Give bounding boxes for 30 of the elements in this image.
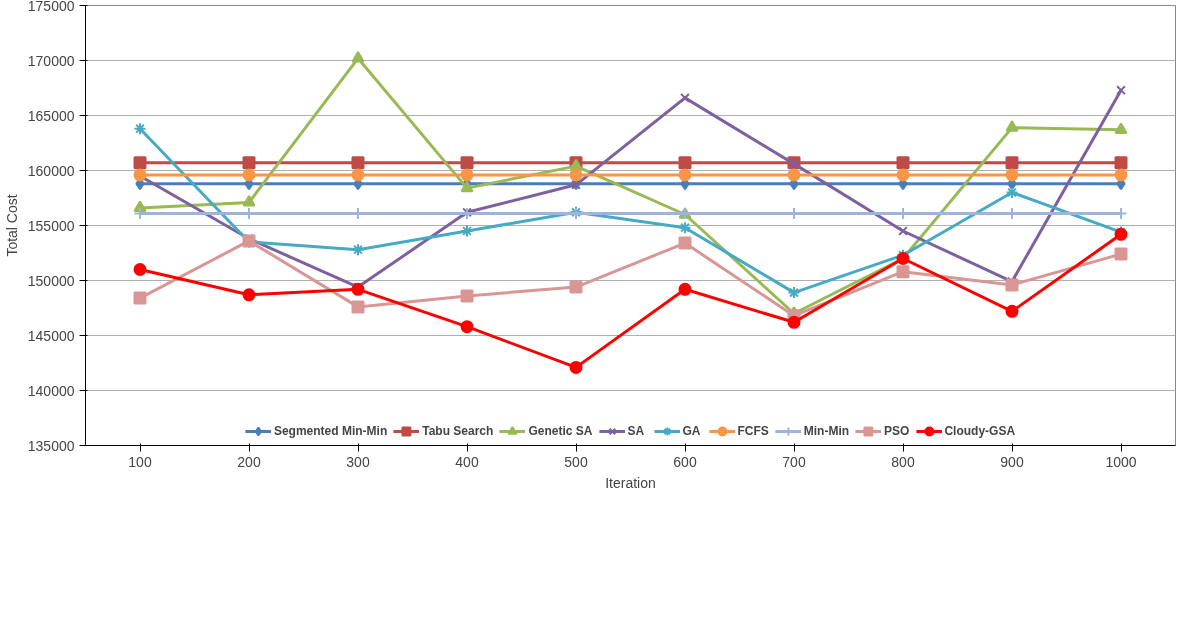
x-tick-label: 600 — [673, 453, 697, 470]
x-tick-label: 400 — [455, 453, 479, 470]
y-tick-label: 135000 — [27, 437, 75, 454]
x-tick-label: 200 — [237, 453, 261, 470]
y-tick-label: 155000 — [27, 217, 75, 234]
legend-label: Segmented Min-Min — [273, 424, 388, 438]
x-tick-label: 800 — [891, 453, 915, 470]
legend-label: Cloudy-GSA — [944, 424, 1016, 438]
y-tick-label: 145000 — [27, 327, 75, 344]
legend-label: SA — [627, 424, 646, 438]
x-tick-label: 100 — [128, 453, 152, 470]
legend-label: GA — [682, 424, 702, 438]
legend-label: PSO — [884, 424, 910, 438]
y-tick-label: 170000 — [27, 52, 75, 69]
x-tick-label: 300 — [346, 453, 370, 470]
y-tick-label: 175000 — [27, 0, 75, 14]
x-tick-label: 1000 — [1105, 453, 1137, 470]
y-tick-label: 150000 — [27, 272, 75, 289]
x-axis-title: Iteration — [605, 474, 656, 491]
legend-label: Genetic SA — [528, 424, 593, 438]
x-tick-label: 900 — [1000, 453, 1024, 470]
y-tick-label: 140000 — [27, 382, 75, 399]
legend-label: Min-Min — [803, 424, 850, 438]
y-axis-title: Total Cost — [3, 194, 20, 257]
y-tick-label: 160000 — [27, 162, 75, 179]
legend-label: FCFS — [737, 424, 769, 438]
y-tick-label: 165000 — [27, 107, 75, 124]
x-tick-label: 500 — [564, 453, 588, 470]
x-tick-label: 700 — [782, 453, 806, 470]
legend-label: Tabu Search — [422, 424, 494, 438]
